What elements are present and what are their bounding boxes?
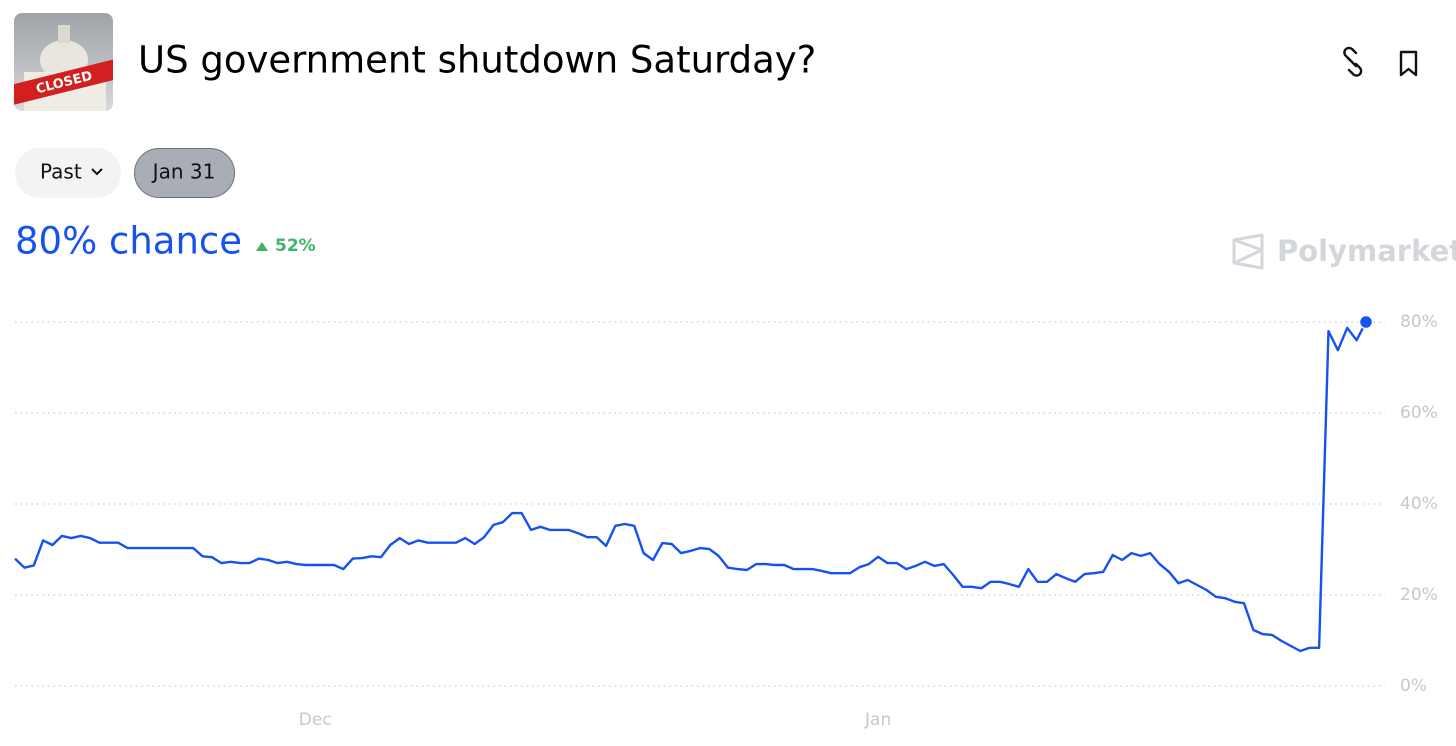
chance: 80% chance xyxy=(15,220,242,263)
y-tick-label: 20% xyxy=(1400,585,1438,605)
brand-logo xyxy=(1232,233,1264,270)
brand: Polymarket xyxy=(1277,234,1456,268)
bookmark-icon[interactable] xyxy=(1399,50,1418,77)
date-button[interactable]: Jan 31 xyxy=(134,148,235,198)
change: 52% xyxy=(275,236,316,256)
title: US government shutdown Saturday? xyxy=(138,39,816,82)
up-arrow xyxy=(256,242,268,251)
y-tick-label: 40% xyxy=(1400,494,1438,514)
x-tick-label: Jan xyxy=(864,710,891,730)
last-point xyxy=(1358,314,1374,330)
price-line xyxy=(14,321,1368,653)
thumbnail: CLOSED xyxy=(14,13,113,111)
link-icon[interactable] xyxy=(1343,46,1363,77)
y-tick-label: 0% xyxy=(1400,676,1427,696)
y-tick-label: 80% xyxy=(1400,312,1438,332)
y-tick-label: 60% xyxy=(1400,403,1438,423)
range-label: Past xyxy=(40,160,82,184)
range-button[interactable]: Past xyxy=(15,148,121,198)
date-label: Jan 31 xyxy=(151,160,216,184)
x-tick-label: Dec xyxy=(299,710,332,730)
